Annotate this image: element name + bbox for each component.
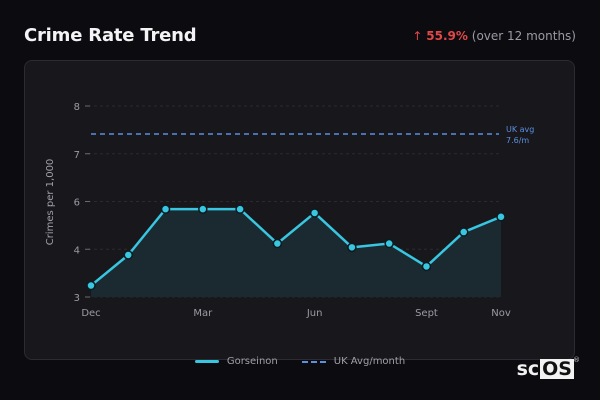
data-point[interactable] xyxy=(496,212,506,222)
page-title: Crime Rate Trend xyxy=(24,25,197,46)
scos-logo: sc OS ® xyxy=(516,356,580,380)
logo-prefix: sc xyxy=(516,358,540,380)
x-tick-label: Dec xyxy=(81,308,100,319)
x-tick-label: Nov xyxy=(491,308,511,319)
x-tick-label: Jun xyxy=(306,308,323,319)
y-axis-label: Crimes per 1,000 xyxy=(45,159,56,246)
data-point[interactable] xyxy=(347,242,357,253)
change-percent: 55.9% xyxy=(426,29,468,43)
chart-legend: Gorseinon UK Avg/month xyxy=(0,356,600,367)
uk-avg-annotation-line2: 7.6/m xyxy=(506,136,529,145)
x-tick-label: Sept xyxy=(415,308,438,319)
change-indicator: ↑ 55.9% (over 12 months) xyxy=(412,29,576,43)
data-point[interactable] xyxy=(458,227,469,237)
data-point[interactable] xyxy=(198,204,208,214)
data-point[interactable] xyxy=(421,261,432,272)
data-points xyxy=(86,204,506,291)
solid-line-swatch-icon xyxy=(194,360,219,363)
legend-item-uk-avg[interactable]: UK Avg/month xyxy=(301,356,406,367)
data-point[interactable] xyxy=(309,208,320,218)
series-line-gorseinon xyxy=(90,207,502,287)
uk-avg-annotation-line1: UK avg xyxy=(506,125,534,134)
y-tick-label: 3 xyxy=(74,293,80,304)
legend-item-gorseinon[interactable]: Gorseinon xyxy=(194,356,278,367)
trend-up-icon: ↑ xyxy=(412,29,423,43)
data-point[interactable] xyxy=(384,238,394,249)
y-tick-label: 7 xyxy=(74,150,80,161)
data-point[interactable] xyxy=(86,280,96,291)
registered-icon: ® xyxy=(573,356,580,364)
data-point[interactable] xyxy=(272,238,283,249)
legend-label: Gorseinon xyxy=(226,356,278,367)
logo-highlight: OS xyxy=(540,358,574,380)
dashed-line-swatch-icon xyxy=(301,360,326,363)
y-axis-ticks: 3 4 6 7 8 xyxy=(74,102,90,304)
x-axis-ticks: Dec Mar Jun Sept Nov xyxy=(81,308,511,319)
data-point[interactable] xyxy=(160,204,171,214)
y-tick-label: 4 xyxy=(74,245,80,256)
data-point[interactable] xyxy=(235,204,245,214)
y-tick-label: 6 xyxy=(74,198,80,209)
y-tick-label: 8 xyxy=(74,102,80,113)
series-area xyxy=(91,209,501,297)
x-tick-label: Mar xyxy=(193,308,213,319)
change-period: (over 12 months) xyxy=(471,29,576,43)
legend-label: UK Avg/month xyxy=(333,356,406,367)
chart-card xyxy=(24,60,575,360)
data-point[interactable] xyxy=(123,250,134,260)
